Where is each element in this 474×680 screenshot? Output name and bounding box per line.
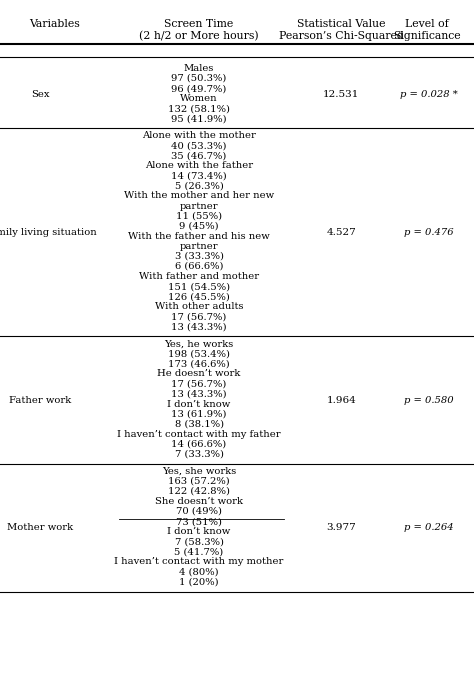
Text: Males: Males [184,64,214,73]
Text: She doesn’t work: She doesn’t work [155,497,243,506]
Text: I haven’t contact with my father: I haven’t contact with my father [117,430,281,439]
Text: Alone with the father: Alone with the father [145,161,253,170]
Text: 7 (33.3%): 7 (33.3%) [174,450,224,459]
Text: 13 (43.3%): 13 (43.3%) [171,322,227,331]
Text: Screen Time: Screen Time [164,19,234,29]
Text: Level of: Level of [405,19,448,29]
Text: p = 0.476: p = 0.476 [404,228,454,237]
Text: Family living situation: Family living situation [0,228,97,237]
Text: 11 (55%): 11 (55%) [176,211,222,220]
Text: With the mother and her new: With the mother and her new [124,192,274,201]
Text: 4 (80%): 4 (80%) [179,567,219,577]
Text: Women: Women [180,94,218,103]
Text: 1.964: 1.964 [327,396,356,405]
Text: Alone with the mother: Alone with the mother [142,131,256,140]
Text: 1 (20%): 1 (20%) [179,577,219,586]
Text: partner: partner [180,242,219,251]
Text: With the father and his new: With the father and his new [128,232,270,241]
Text: Mother work: Mother work [7,524,73,532]
Text: Sex: Sex [31,90,50,99]
Text: 40 (53.3%): 40 (53.3%) [171,141,227,150]
Text: I don’t know: I don’t know [167,400,231,409]
Text: 5 (26.3%): 5 (26.3%) [174,182,224,190]
Text: 5 (41.7%): 5 (41.7%) [174,547,224,556]
Text: 7 (58.3%): 7 (58.3%) [174,537,224,546]
Text: 173 (46.6%): 173 (46.6%) [168,359,230,369]
Text: 3.977: 3.977 [327,524,356,532]
Text: 198 (53.4%): 198 (53.4%) [168,350,230,358]
Text: Father work: Father work [9,396,72,405]
Text: Variables: Variables [29,19,80,29]
Text: 70 (49%): 70 (49%) [176,507,222,516]
Text: 14 (73.4%): 14 (73.4%) [171,171,227,180]
Text: Statistical Value: Statistical Value [297,19,385,29]
Text: 35 (46.7%): 35 (46.7%) [172,151,227,160]
Text: 151 (54.5%): 151 (54.5%) [168,282,230,291]
Text: 126 (45.5%): 126 (45.5%) [168,292,230,301]
Text: p = 0.580: p = 0.580 [404,396,454,405]
Text: 163 (57.2%): 163 (57.2%) [168,477,230,486]
Text: Pearson’s Chi-Squared: Pearson’s Chi-Squared [279,31,404,41]
Text: 4.527: 4.527 [327,228,356,237]
Text: 13 (43.3%): 13 (43.3%) [171,390,227,398]
Text: Yes, she works: Yes, she works [162,466,236,476]
Text: He doesn’t work: He doesn’t work [157,369,241,378]
Text: I don’t know: I don’t know [167,527,231,536]
Text: 96 (49.7%): 96 (49.7%) [172,84,227,93]
Text: 14 (66.6%): 14 (66.6%) [172,440,227,449]
Text: p = 0.264: p = 0.264 [404,524,454,532]
Text: p = 0.028 *: p = 0.028 * [400,90,458,99]
Text: 122 (42.8%): 122 (42.8%) [168,487,230,496]
Text: Significance: Significance [393,31,460,41]
Text: partner: partner [180,201,219,211]
Text: 12.531: 12.531 [323,90,359,99]
Text: (2 h/2 or More hours): (2 h/2 or More hours) [139,31,259,41]
Text: I haven’t contact with my mother: I haven’t contact with my mother [114,558,284,566]
Text: 97 (50.3%): 97 (50.3%) [172,74,227,83]
Text: With father and mother: With father and mother [139,272,259,281]
Text: 8 (38.1%): 8 (38.1%) [174,420,224,428]
Text: With other adults: With other adults [155,302,243,311]
Text: Yes, he works: Yes, he works [164,339,234,348]
Text: 3 (33.3%): 3 (33.3%) [174,252,224,261]
Text: 6 (66.6%): 6 (66.6%) [175,262,223,271]
Text: 132 (58.1%): 132 (58.1%) [168,104,230,113]
Text: 13 (61.9%): 13 (61.9%) [171,409,227,419]
Text: 9 (45%): 9 (45%) [179,222,219,231]
Text: 73 (51%): 73 (51%) [176,517,222,526]
Text: 17 (56.7%): 17 (56.7%) [172,379,227,388]
Text: 95 (41.9%): 95 (41.9%) [171,114,227,123]
Text: 17 (56.7%): 17 (56.7%) [172,312,227,321]
